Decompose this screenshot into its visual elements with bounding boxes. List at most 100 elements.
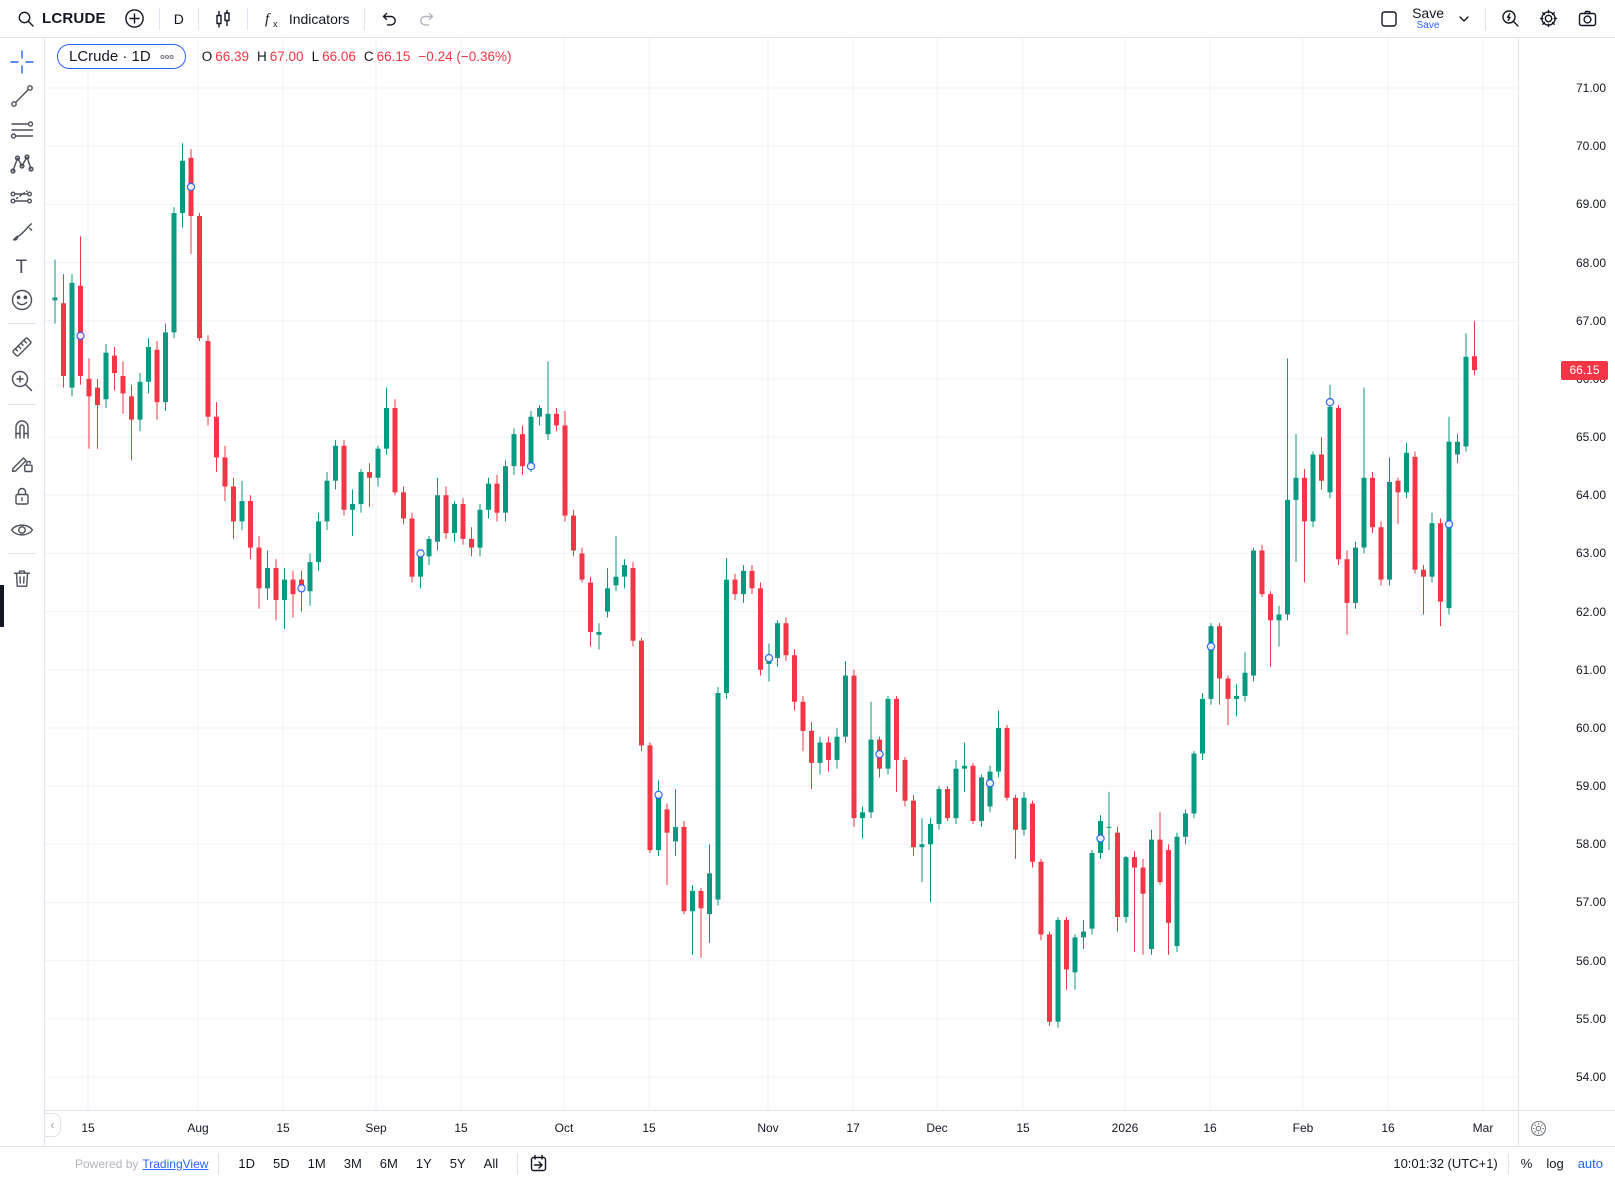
hide-all-drawings-icon[interactable] bbox=[5, 513, 39, 547]
candle-up bbox=[690, 890, 695, 912]
time-axis-settings-button[interactable] bbox=[1530, 1120, 1547, 1137]
forecast-icon[interactable] bbox=[5, 181, 39, 215]
candle-wick bbox=[1287, 358, 1288, 621]
save-menu-button[interactable] bbox=[1448, 4, 1480, 34]
text-icon[interactable]: T bbox=[5, 249, 39, 283]
candle-down bbox=[95, 387, 100, 406]
magnet-icon[interactable] bbox=[5, 411, 39, 445]
time-axis-label: Aug bbox=[187, 1121, 209, 1135]
percent-scale-button[interactable]: % bbox=[1520, 1156, 1533, 1171]
candle-down bbox=[341, 445, 347, 510]
quick-search-button[interactable] bbox=[1491, 4, 1529, 34]
log-scale-button[interactable]: log bbox=[1546, 1156, 1564, 1171]
compare-add-symbol-button[interactable] bbox=[115, 4, 154, 34]
chevron-down-icon bbox=[1457, 12, 1471, 26]
price-axis[interactable]: 66.15 54.00 55.00 56.00 57.00 58.00 59.00 60.0… bbox=[1518, 38, 1615, 1110]
range-button-1D[interactable]: 1D bbox=[238, 1156, 256, 1171]
candle-up bbox=[868, 739, 874, 813]
range-button-6M[interactable]: 6M bbox=[379, 1156, 398, 1171]
candle-wick bbox=[88, 358, 90, 449]
candle-up bbox=[1191, 753, 1197, 814]
candle-down bbox=[809, 730, 814, 763]
tool-group-divider bbox=[8, 323, 36, 324]
time-axis-label: 16 bbox=[1203, 1121, 1217, 1135]
interval-button[interactable]: D bbox=[165, 4, 193, 34]
crosshair-icon[interactable] bbox=[5, 45, 39, 79]
settings-button[interactable] bbox=[1529, 4, 1568, 34]
trend-line-icon[interactable] bbox=[5, 79, 39, 113]
range-button-1Y[interactable]: 1Y bbox=[415, 1156, 432, 1171]
event-marker bbox=[764, 653, 774, 663]
price-axis-label: 62.00 bbox=[1575, 604, 1606, 619]
price-axis-label: 54.00 bbox=[1575, 1070, 1606, 1084]
clock-timezone-button[interactable]: 10:01:32 (UTC+1) bbox=[1393, 1156, 1498, 1171]
stay-in-drawing-mode-icon[interactable] bbox=[5, 445, 39, 479]
candle-up bbox=[656, 794, 661, 851]
candle-wick bbox=[615, 535, 617, 592]
candle-down bbox=[392, 407, 398, 493]
time-axis-label: 2026 bbox=[1111, 1121, 1139, 1135]
candle-down bbox=[367, 471, 372, 478]
candle-down bbox=[1013, 797, 1018, 830]
candle-down bbox=[86, 378, 92, 397]
candle-up bbox=[885, 698, 891, 769]
event-marker bbox=[297, 584, 306, 593]
go-to-date-button[interactable] bbox=[528, 1153, 549, 1174]
low-label: L bbox=[311, 49, 320, 64]
candle-up bbox=[613, 576, 619, 586]
xabcd-pattern-icon[interactable] bbox=[5, 147, 39, 181]
candle-up bbox=[1242, 672, 1248, 696]
range-button-1M[interactable]: 1M bbox=[307, 1156, 326, 1171]
candle-up bbox=[996, 727, 1001, 772]
more-options-icon[interactable] bbox=[160, 54, 174, 60]
price-axis-label: 61.00 bbox=[1575, 662, 1606, 677]
candle-down bbox=[800, 701, 806, 731]
remove-all-icon[interactable] bbox=[5, 560, 39, 594]
candle-up bbox=[1234, 695, 1239, 699]
candle-up bbox=[375, 448, 381, 478]
svg-text:f: f bbox=[265, 11, 271, 27]
emoji-icon[interactable] bbox=[5, 283, 39, 317]
candle-down bbox=[205, 341, 211, 417]
candle-down bbox=[902, 759, 908, 801]
range-button-5D[interactable]: 5D bbox=[273, 1156, 290, 1171]
candle-wick bbox=[1304, 469, 1305, 583]
candle-down bbox=[1319, 454, 1324, 481]
range-button-3M[interactable]: 3M bbox=[343, 1156, 362, 1171]
brush-icon[interactable] bbox=[5, 215, 39, 249]
candle-down bbox=[698, 890, 704, 909]
candle-down bbox=[197, 215, 202, 339]
ruler-icon[interactable] bbox=[5, 330, 39, 364]
auto-scale-button[interactable]: auto bbox=[1577, 1156, 1603, 1171]
left-drawing-toolbar: T bbox=[0, 38, 45, 1146]
screenshot-button[interactable] bbox=[1568, 4, 1607, 34]
undo-button[interactable] bbox=[370, 4, 408, 34]
tradingview-link[interactable]: TradingView bbox=[142, 1156, 209, 1171]
candle-up bbox=[146, 346, 151, 382]
collapse-toolbar-button[interactable]: ‹ bbox=[45, 1113, 61, 1137]
lock-all-drawings-icon[interactable] bbox=[5, 479, 39, 513]
save-button[interactable]: Save Save bbox=[1408, 6, 1448, 31]
range-button-5Y[interactable]: 5Y bbox=[449, 1156, 466, 1171]
fib-retracement-icon[interactable] bbox=[5, 113, 39, 147]
time-axis-label: 15 bbox=[454, 1121, 468, 1135]
range-button-All[interactable]: All bbox=[483, 1156, 499, 1171]
layout-button[interactable] bbox=[1370, 4, 1408, 34]
candlestick-chart[interactable] bbox=[45, 38, 1518, 1110]
layout-square-icon bbox=[1379, 9, 1399, 29]
candle-up bbox=[987, 771, 993, 807]
save-label: Save bbox=[1412, 4, 1444, 21]
candle-down bbox=[1472, 356, 1477, 371]
symbol-search-button[interactable]: LCRUDE bbox=[8, 4, 115, 34]
chart-type-button[interactable] bbox=[204, 4, 242, 34]
candle-down bbox=[1395, 480, 1401, 493]
redo-button[interactable] bbox=[408, 4, 446, 34]
candle-down bbox=[1438, 523, 1443, 602]
candle-down bbox=[154, 349, 160, 403]
candle-down bbox=[588, 582, 593, 632]
zoom-in-icon[interactable] bbox=[5, 364, 39, 398]
legend-symbol-button[interactable]: LCrude · 1D bbox=[57, 44, 186, 69]
time-axis[interactable]: ‹ 15 Aug 15 Sep 15 Oct 15 Nov 17 Dec 15 2026 16 Feb 16… bbox=[45, 1110, 1518, 1147]
candle-up bbox=[775, 623, 780, 659]
